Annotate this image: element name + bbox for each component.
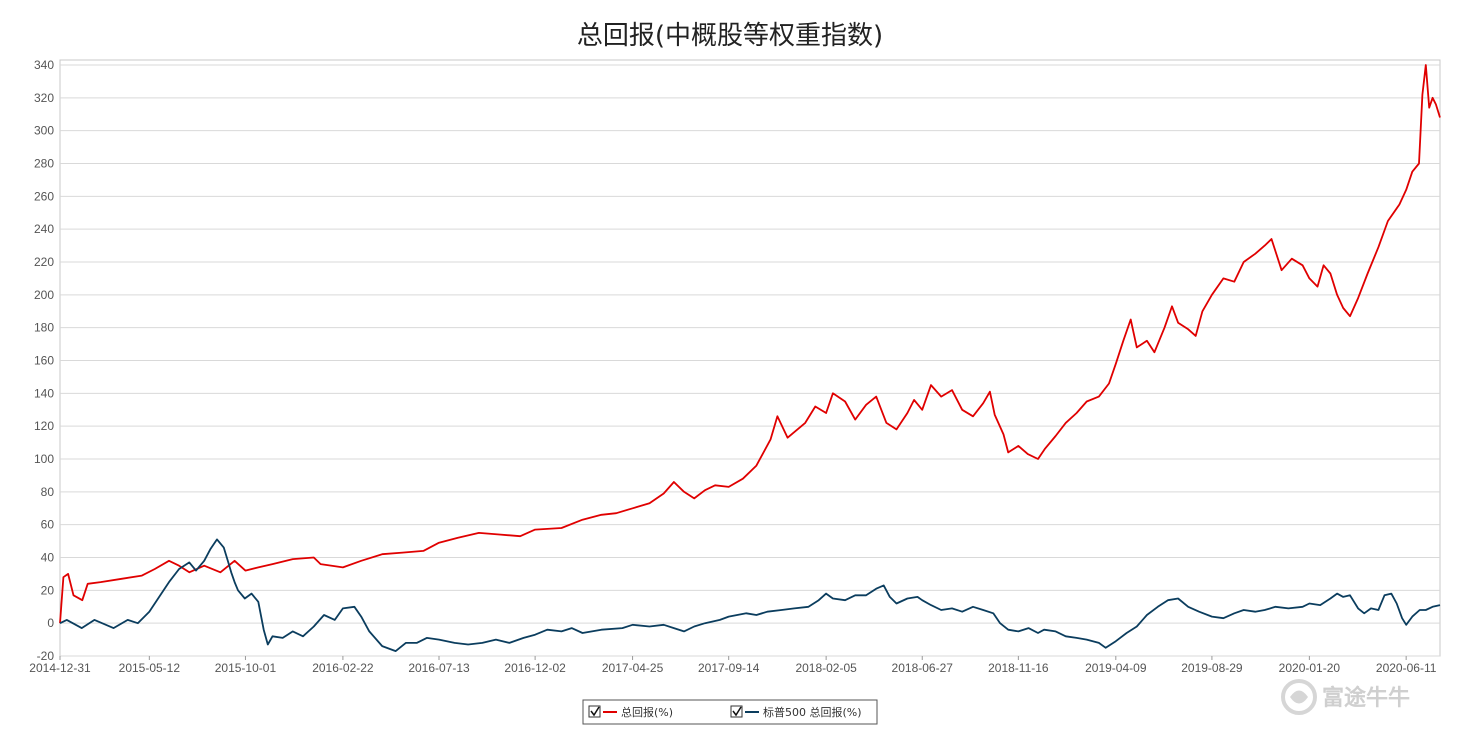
series-line-2 (59, 538, 1441, 652)
x-tick-label: 2017-09-14 (698, 661, 760, 675)
legend-item-series-2[interactable]: 标普500 总回报(%) (730, 705, 862, 719)
y-tick-label: 300 (34, 124, 54, 138)
y-tick-label: 180 (34, 321, 54, 335)
series-line-1 (59, 64, 1441, 624)
check-mark-icon (590, 706, 600, 717)
chart-title: 总回报(中概股等权重指数) (577, 21, 883, 51)
x-tick-label: 2016-07-13 (408, 661, 470, 675)
x-tick-label: 2016-02-22 (312, 661, 374, 675)
legend-label: 标普500 总回报(%) (763, 705, 862, 719)
x-tick-label: 2015-05-12 (119, 661, 181, 675)
y-tick-label: 320 (34, 91, 54, 105)
legend-box (582, 699, 878, 725)
y-tick-label: 340 (34, 58, 54, 72)
y-tick-label: 0 (47, 616, 54, 630)
y-tick-label: 80 (41, 485, 55, 499)
x-tick-label: 2015-10-01 (215, 661, 277, 675)
y-tick-label: -20 (37, 649, 55, 663)
x-tick-label: 2014-12-31 (29, 661, 91, 675)
x-tick-label: 2016-12-02 (504, 661, 566, 675)
y-tick-label: 260 (34, 189, 54, 203)
legend-item-series-1[interactable]: 总回报(%) (588, 705, 673, 719)
y-tick-label: 160 (34, 354, 54, 368)
watermark-text: 富途牛牛 (1322, 685, 1410, 711)
x-tick-label: 2017-04-25 (602, 661, 664, 675)
legend-label: 总回报(%) (621, 705, 673, 719)
y-axis: -20 0 20 40 60 80 100 120 140 160 180 200 220 240 260 2… (34, 58, 54, 663)
y-tick-label: 240 (34, 222, 54, 236)
x-tick-label: 2018-02-05 (795, 661, 857, 675)
futu-logo-icon (1281, 679, 1317, 715)
plot-area (59, 59, 1441, 657)
x-tick-label: 2020-01-20 (1279, 661, 1341, 675)
x-tick-label: 2019-08-29 (1181, 661, 1243, 675)
check-mark-icon (732, 706, 742, 717)
y-tick-label: 220 (34, 255, 54, 269)
checkbox-checked-icon[interactable] (588, 705, 601, 718)
y-tick-label: 60 (41, 518, 55, 532)
series-layer (59, 64, 1441, 652)
y-tick-label: 20 (41, 583, 55, 597)
x-tick-label: 2018-11-16 (988, 661, 1049, 675)
y-tick-label: 120 (34, 419, 54, 433)
legend: 总回报(%) 标普500 总回报(%) (582, 699, 878, 725)
y-tick-label: 280 (34, 157, 54, 171)
x-tick-label: 2020-06-11 (1376, 661, 1437, 675)
grid-lines (60, 64, 1440, 657)
x-tick-label: 2018-06-27 (892, 661, 954, 675)
y-tick-label: 200 (34, 288, 54, 302)
x-axis: 2014-12-31 2015-05-12 2015-10-01 2016-02-22… (29, 656, 1437, 675)
y-tick-label: 140 (34, 386, 54, 400)
y-tick-label: 40 (41, 551, 55, 565)
futu-logo-shape (1290, 690, 1308, 704)
watermark: 富途牛牛 (1281, 679, 1410, 715)
checkbox-checked-icon[interactable] (730, 705, 743, 718)
y-tick-label: 100 (34, 452, 54, 466)
x-tick-label: 2019-04-09 (1085, 661, 1147, 675)
